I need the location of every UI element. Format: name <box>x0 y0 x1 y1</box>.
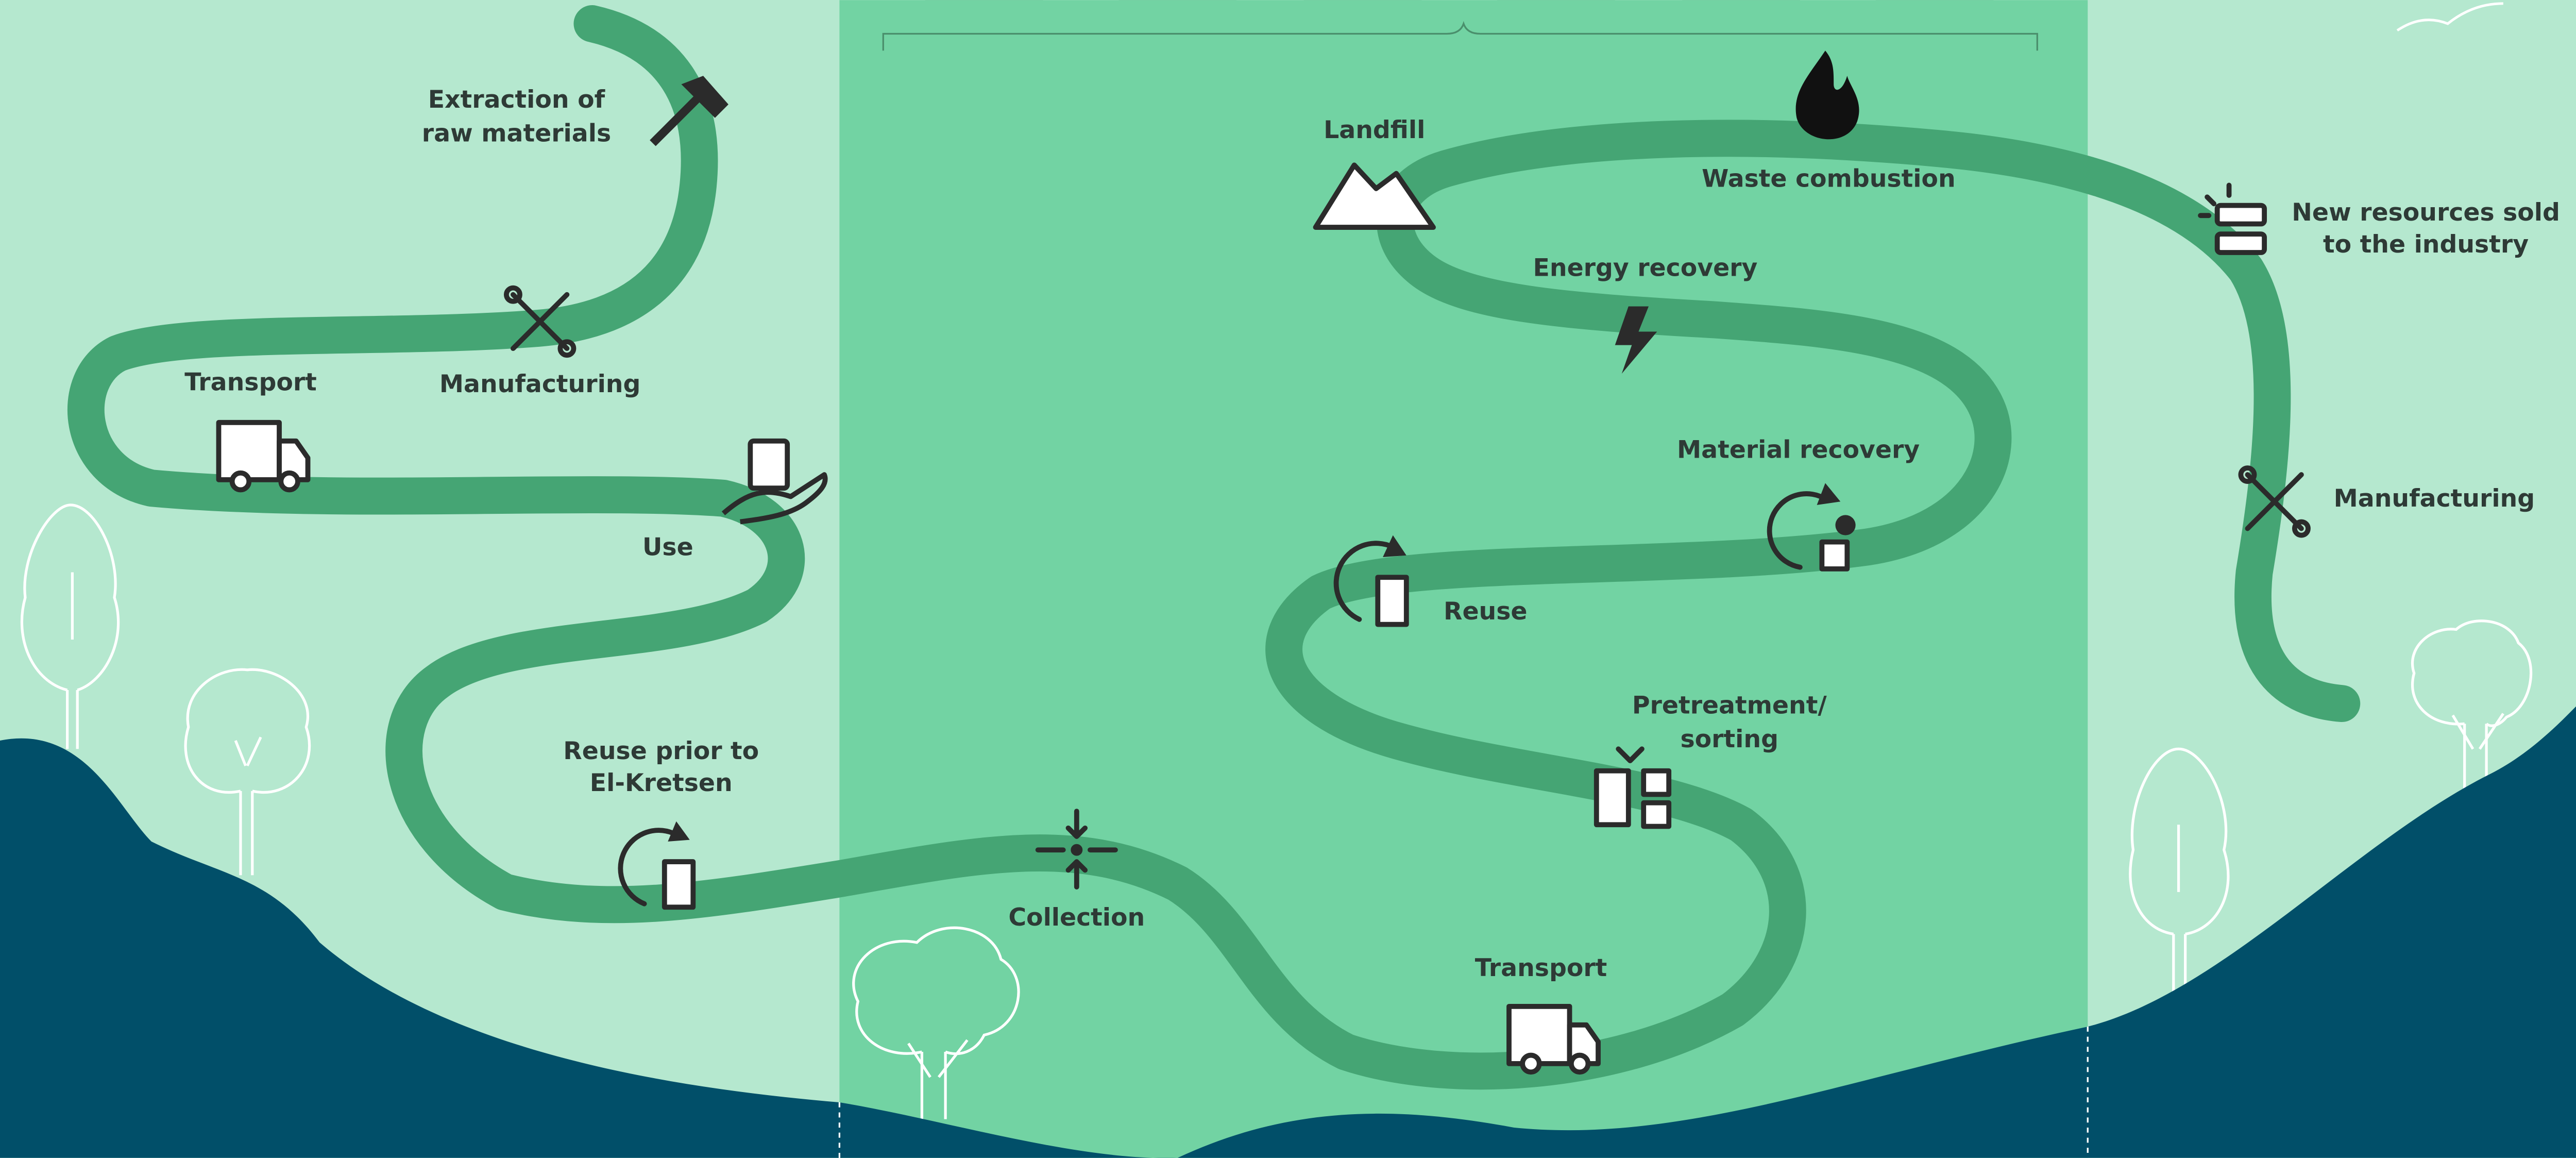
label: Manufacturing <box>439 370 640 398</box>
landfill-icon <box>1313 162 1436 230</box>
label: Use <box>642 533 693 562</box>
bracket <box>882 21 2038 51</box>
label: raw materials <box>422 119 611 147</box>
label: New resources sold <box>2292 198 2560 227</box>
hills <box>0 706 2576 1158</box>
hand-icon <box>721 438 828 525</box>
label: Waste combustion <box>1702 165 1956 193</box>
tools-icon <box>503 285 577 358</box>
label: Reuse <box>1444 597 1528 626</box>
label: Manufacturing <box>2334 484 2535 513</box>
label: Extraction of <box>428 86 605 114</box>
bird <box>2396 2 2503 32</box>
label: Transport <box>1475 954 1607 982</box>
hammer-icon <box>650 76 728 146</box>
label: to the industry <box>2323 230 2529 259</box>
icons <box>216 51 2311 1075</box>
label: sorting <box>1681 725 1778 753</box>
tools-icon-2 <box>2238 465 2311 538</box>
bolt-icon <box>1615 306 1657 374</box>
label: Transport <box>184 368 317 397</box>
label: El-Kretsen <box>590 769 733 797</box>
reuse-icon-2 <box>1333 535 1409 627</box>
label: Reuse prior to <box>563 737 759 765</box>
resources-icon <box>2198 182 2267 255</box>
collection-icon <box>1035 809 1118 890</box>
truck-icon-2 <box>1506 1003 1601 1075</box>
flow-path <box>67 5 2361 1090</box>
label: Landfill <box>1324 116 1425 144</box>
reuse-icon-1 <box>618 821 696 910</box>
material-icon <box>1767 483 1856 572</box>
labels: Extraction of raw materials Manufacturin… <box>184 86 2560 982</box>
label: Collection <box>1008 903 1145 932</box>
truck-icon <box>216 419 311 493</box>
label: Material recovery <box>1677 435 1920 464</box>
dashed-dividers <box>838 1027 2089 1158</box>
fire-icon <box>1795 51 1859 140</box>
label: Pretreatment/ <box>1632 692 1827 720</box>
trees <box>20 504 2533 1119</box>
sorting-icon <box>1594 746 1672 829</box>
label: Energy recovery <box>1533 254 1758 282</box>
